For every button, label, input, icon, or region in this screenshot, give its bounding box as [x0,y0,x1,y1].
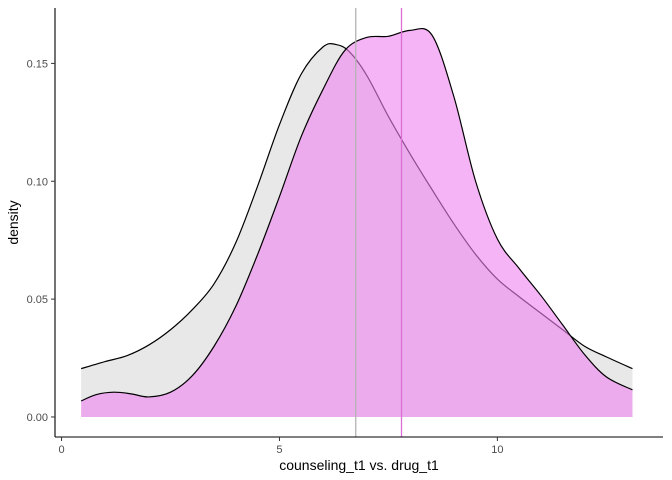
x-tick-label: 5 [276,444,282,456]
y-tick-label: 0.10 [27,176,48,188]
plot-area [80,8,633,437]
x-axis-title: counseling_t1 vs. drug_t1 [279,457,439,473]
axes [54,8,663,438]
x-tick-label: 10 [491,444,503,456]
y-axis-title: density [5,200,21,244]
y-tick-label: 0.00 [27,412,48,424]
y-tick-label: 0.05 [27,294,48,306]
tick-marks: 0.00 0.05 0.10 0.15 0 5 10 [27,58,504,456]
density-curve-2 [80,27,633,402]
density-area-2 [81,28,633,417]
y-tick-label: 0.15 [27,58,48,70]
x-tick-label: 0 [58,444,64,456]
